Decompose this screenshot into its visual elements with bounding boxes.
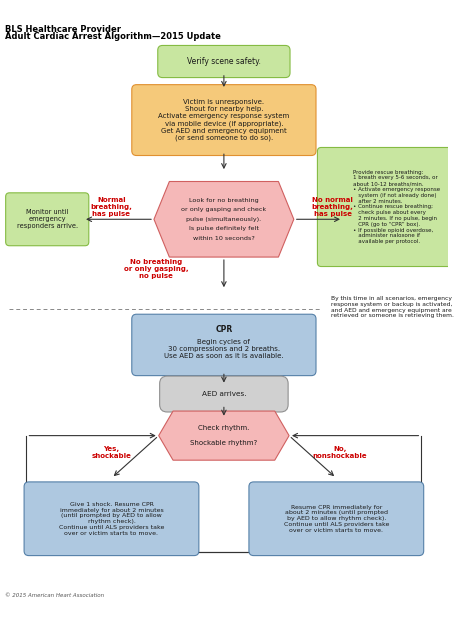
Text: Yes,
shockable: Yes, shockable — [91, 446, 131, 459]
Text: Provide rescue breathing:
1 breath every 5-6 seconds, or
about 10-12 breaths/min: Provide rescue breathing: 1 breath every… — [353, 170, 440, 245]
Text: Adult Cardiac Arrest Algorithm—2015 Update: Adult Cardiac Arrest Algorithm—2015 Upda… — [5, 32, 220, 41]
Polygon shape — [159, 411, 289, 460]
Text: pulse (simultaneously).: pulse (simultaneously). — [186, 217, 262, 222]
Text: Give 1 shock. Resume CPR
immediately for about 2 minutes
(until prompted by AED : Give 1 shock. Resume CPR immediately for… — [59, 502, 164, 536]
Text: Victim is unresponsive.
Shout for nearby help.
Activate emergency response syste: Victim is unresponsive. Shout for nearby… — [158, 99, 290, 141]
Text: Check rhythm.: Check rhythm. — [198, 425, 250, 431]
Text: © 2015 American Heart Association: © 2015 American Heart Association — [5, 593, 104, 598]
Text: No,
nonshockable: No, nonshockable — [313, 446, 367, 459]
Text: or only gasping and check: or only gasping and check — [182, 207, 266, 212]
Text: Look for no breathing: Look for no breathing — [189, 198, 259, 203]
Text: No breathing
or only gasping,
no pulse: No breathing or only gasping, no pulse — [124, 259, 188, 279]
FancyBboxPatch shape — [132, 85, 316, 155]
Text: By this time in all scenarios, emergency
response system or backup is activated,: By this time in all scenarios, emergency… — [331, 296, 454, 318]
FancyBboxPatch shape — [6, 193, 89, 246]
FancyBboxPatch shape — [318, 147, 474, 267]
Text: Verify scene safety.: Verify scene safety. — [187, 57, 261, 66]
Text: Resume CPR immediately for
about 2 minutes (until prompted
by AED to allow rhyth: Resume CPR immediately for about 2 minut… — [283, 504, 389, 533]
FancyBboxPatch shape — [158, 45, 290, 77]
Text: CPR: CPR — [215, 326, 233, 334]
FancyBboxPatch shape — [249, 482, 424, 556]
Text: within 10 seconds?: within 10 seconds? — [193, 236, 255, 241]
Text: Shockable rhythm?: Shockable rhythm? — [190, 440, 257, 446]
Text: Is pulse definitely felt: Is pulse definitely felt — [189, 226, 259, 232]
FancyBboxPatch shape — [24, 482, 199, 556]
Text: AED arrives.: AED arrives. — [201, 391, 246, 397]
Text: Begin cycles of
30 compressions and 2 breaths.
Use AED as soon as it is availabl: Begin cycles of 30 compressions and 2 br… — [164, 339, 284, 358]
Polygon shape — [154, 181, 294, 257]
Text: Normal
breathing,
has pulse: Normal breathing, has pulse — [91, 197, 132, 217]
FancyBboxPatch shape — [132, 314, 316, 376]
FancyBboxPatch shape — [160, 376, 288, 412]
Text: No normal
breathing,
has pulse: No normal breathing, has pulse — [311, 197, 354, 217]
Text: Monitor until
emergency
responders arrive.: Monitor until emergency responders arriv… — [17, 209, 78, 229]
Text: BLS Healthcare Provider: BLS Healthcare Provider — [5, 25, 121, 33]
